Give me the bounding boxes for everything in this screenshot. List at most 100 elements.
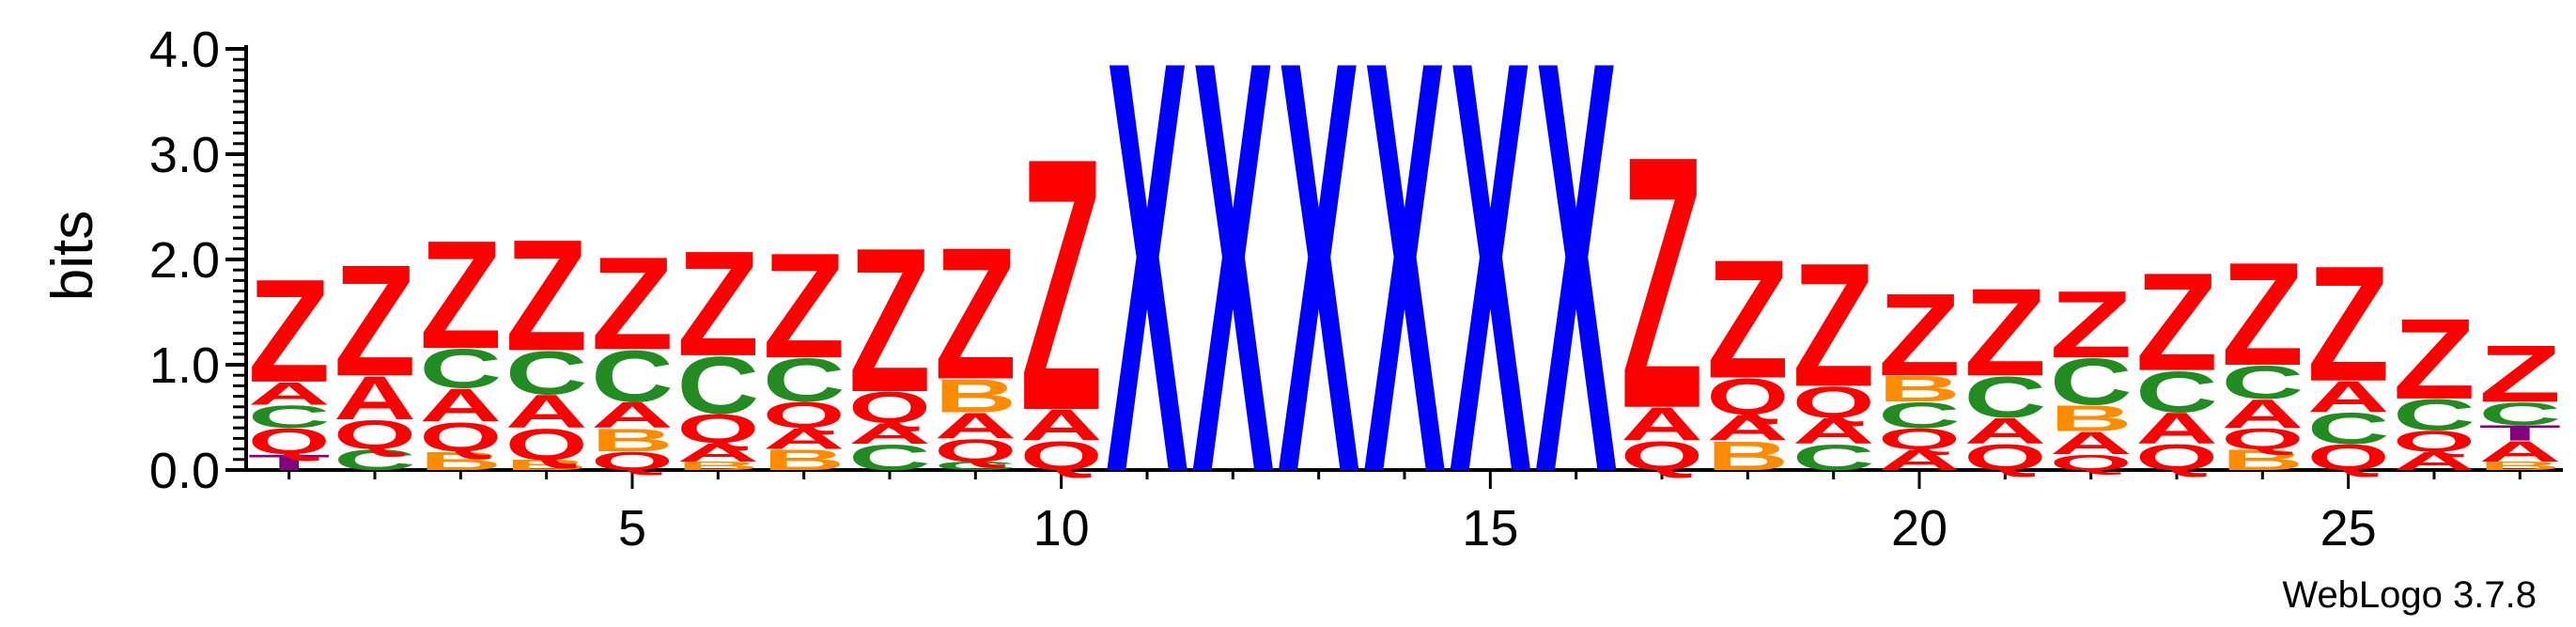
logo-letter: A bbox=[419, 379, 502, 431]
logo-letter: C bbox=[2135, 360, 2218, 425]
logo-column: QAZ bbox=[1020, 84, 1103, 486]
logo-letter: C bbox=[1964, 365, 2047, 430]
logo-letter: A bbox=[2393, 446, 2475, 476]
logo-letter: C bbox=[591, 336, 674, 417]
logo-letter: Q bbox=[505, 420, 588, 469]
logo-letter: B bbox=[676, 460, 759, 473]
logo-letter: B bbox=[2221, 444, 2304, 477]
logo-column: X bbox=[1191, 0, 1274, 595]
logo-letter: Z bbox=[934, 208, 1016, 418]
logo-letter: Q bbox=[334, 413, 416, 459]
y-tick-label: 1.0 bbox=[149, 337, 220, 394]
x-tick-label: 20 bbox=[1891, 500, 1948, 556]
logo-letter: A bbox=[1792, 411, 1875, 452]
logo-letter: Q bbox=[248, 421, 331, 462]
logo-letter: Q bbox=[677, 406, 760, 452]
logo-letter: Z bbox=[248, 248, 331, 413]
logo-letter: C bbox=[419, 337, 502, 400]
logo-letter: A bbox=[2221, 391, 2304, 437]
logo-letter: A bbox=[1963, 411, 2046, 452]
logo-letter: X bbox=[1449, 0, 1531, 595]
logo-letter: C bbox=[1792, 437, 1875, 478]
logo-letter: A bbox=[1706, 408, 1789, 449]
logo-letter: B bbox=[934, 369, 1016, 422]
x-tick-label: 5 bbox=[618, 500, 646, 556]
y-axis: 0.0 1.0 2.0 3.0 4.0 bbox=[149, 22, 248, 499]
logo-letter: C bbox=[248, 399, 331, 435]
x-tick-label: 15 bbox=[1462, 500, 1518, 556]
logo-letter: C bbox=[2393, 390, 2475, 440]
logo-letter: A bbox=[2050, 425, 2133, 462]
logo-letter: X bbox=[1535, 0, 1618, 595]
logo-letter: B bbox=[591, 422, 674, 459]
logo-letter: A bbox=[1878, 444, 1961, 477]
logo-letter: B bbox=[1878, 368, 1961, 410]
logo-column: QAZ bbox=[1621, 82, 1703, 484]
logo-letter: Z bbox=[1878, 269, 1961, 400]
y-tick-label: 2.0 bbox=[149, 232, 220, 289]
logo-letter: Z bbox=[677, 221, 760, 388]
logo-letter: A bbox=[2135, 404, 2218, 454]
y-axis-title: bits bbox=[40, 211, 105, 301]
logo-letter: Z bbox=[2479, 329, 2562, 419]
logo-letter: C bbox=[676, 341, 759, 431]
logo-letter: Z bbox=[2307, 231, 2390, 415]
logo-letter: Z bbox=[1964, 263, 2047, 402]
logo-letter: Q bbox=[591, 447, 674, 476]
logo-letter: Q bbox=[2393, 424, 2475, 457]
logo-letter: Z bbox=[334, 232, 416, 410]
x-axis: 5 10 15 20 25 bbox=[246, 468, 2563, 556]
logo-letter: Z bbox=[2135, 243, 2218, 400]
logo-letter: A bbox=[676, 437, 759, 467]
logo-letter: B bbox=[2478, 460, 2561, 473]
logo-letter: Z bbox=[505, 207, 588, 384]
logo-letter: Q bbox=[2222, 422, 2304, 455]
logo-letter: C bbox=[2221, 356, 2304, 409]
logo-letter: Z bbox=[420, 208, 503, 381]
logo-letter: Z bbox=[591, 229, 674, 377]
logo-letter: Z bbox=[848, 205, 931, 435]
logo-letter: A bbox=[2307, 372, 2390, 422]
logo-letter: C bbox=[1878, 395, 1961, 436]
logo-column: X bbox=[1449, 0, 1531, 595]
logo-letter: Q bbox=[2307, 437, 2390, 478]
logo-letter: Q bbox=[848, 384, 931, 432]
logo-letter: Z bbox=[2222, 231, 2304, 396]
logo-letter: Q bbox=[1964, 437, 2047, 478]
logo-letter: B bbox=[419, 446, 502, 476]
logo-letter: A bbox=[1020, 400, 1103, 450]
logo-letter: C bbox=[2050, 345, 2133, 419]
logo-letter: Q bbox=[1878, 422, 1961, 455]
logo-letter: A bbox=[2478, 435, 2561, 468]
logo-letter: A bbox=[1621, 398, 1703, 450]
logo-letter: C bbox=[334, 444, 416, 477]
logo-letter: T bbox=[2479, 420, 2562, 445]
logo-letter: Z bbox=[763, 223, 846, 390]
logo-letter: X bbox=[1191, 0, 1274, 595]
logo-letter: C bbox=[848, 437, 931, 478]
logo-column: X bbox=[1278, 0, 1360, 595]
logo-letter: Z bbox=[1020, 84, 1103, 486]
logo-letter: Z bbox=[1792, 227, 1875, 424]
logo-letter: C bbox=[505, 338, 588, 407]
logo-letter: C bbox=[763, 346, 846, 415]
logo-letter: C bbox=[934, 460, 1016, 473]
logo-letter: Z bbox=[1706, 226, 1789, 414]
logo-stacks: TQCAZCQAZBQACZBQACZQBACZBAQCZBAQCZCAQZCQ… bbox=[248, 0, 2561, 595]
y-tick-label: 0.0 bbox=[149, 443, 220, 499]
